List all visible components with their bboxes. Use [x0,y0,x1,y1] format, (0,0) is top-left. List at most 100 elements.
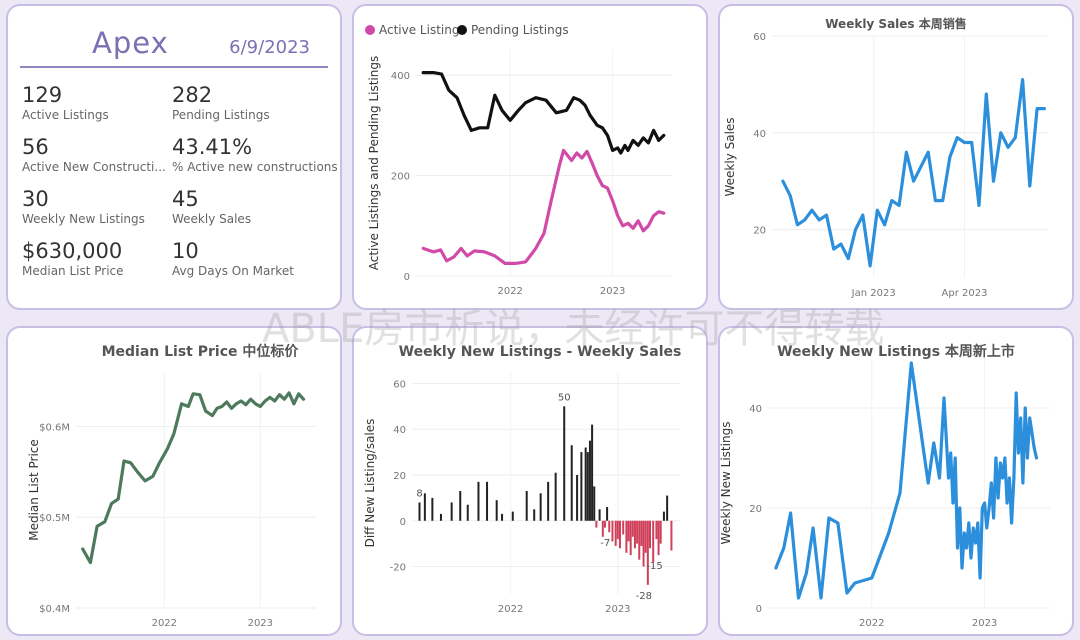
kpi-value: 43.41% [172,135,253,159]
y-axis-label: Diff New Listing/sales [363,419,377,548]
kpi-active-listings: 129 Active Listings [22,83,109,123]
y-tick-label: 40 [749,404,762,415]
y-tick-label: -20 [390,563,406,574]
weekly-sales-chart: Weekly Sales 本周销售 20 40 60 Jan 2023 Apr 2023 W… [723,16,1048,299]
bar [593,486,596,521]
y-tick-label: 60 [753,32,766,43]
bar [525,491,528,521]
kpi-label: Active New Constructi... [22,160,166,174]
bar [611,520,614,542]
kpi-pending-listings: 282 Pending Listings [172,83,270,123]
bar [595,520,598,528]
kpi-label: Active Listings [22,108,109,122]
y-tick-label: $0.4M [39,604,70,615]
x-tick-label: 2022 [859,618,884,629]
kpi-label: Pending Listings [172,108,270,122]
bar [459,491,462,521]
bar [655,520,658,540]
bar [580,452,583,521]
bar [629,520,632,556]
bar [601,520,604,537]
bar [642,520,645,567]
bar [666,495,669,521]
bar [547,481,550,521]
bar [501,513,504,521]
kpi-avg-days-on-market: 10 Avg Days On Market [172,239,294,279]
bar [598,509,601,521]
y-tick-label: 40 [753,129,766,140]
bar [616,520,619,540]
bar [652,520,655,562]
kpi-label: Avg Days On Market [172,264,294,278]
bar [631,520,634,537]
kpi-divider [20,66,328,68]
bar [439,513,442,521]
bar [608,520,611,533]
chart-title: Median List Price 中位标价 [102,343,300,360]
data-label: -28 [636,591,652,602]
chart-title: Weekly New Listings - Weekly Sales [399,344,682,360]
listings-chart: Active Listings Pending Listings 0 200 400 20… [365,23,672,297]
y-tick-label: 20 [393,471,406,482]
data-label: 50 [558,392,571,403]
kpi-weekly-sales: 45 Weekly Sales [172,187,251,227]
series-line [421,148,666,265]
data-label: -7 [600,538,610,549]
bar [554,472,557,521]
kpi-value: 10 [172,239,199,263]
data-label: -15 [646,561,662,572]
y-tick-label: 0 [756,604,762,615]
bar [563,406,566,521]
x-tick-label: 2023 [605,604,630,615]
diff-listings-chart: Weekly New Listings - Weekly Sales -20 0 20… [363,344,682,615]
bar [625,520,628,553]
x-tick-label: Jan 2023 [851,288,896,299]
series-line [421,70,666,155]
kpi-label: Weekly Sales [172,212,252,226]
bar [633,520,636,549]
bar [657,520,660,556]
x-tick-label: 2022 [497,286,522,297]
bar [576,474,579,521]
x-tick-label: 2023 [600,286,625,297]
kpi-label: % Active new constructions [172,160,338,174]
bar [423,493,426,521]
bar [418,502,421,521]
legend-marker [457,25,467,35]
weekly-new-listings-chart: Weekly New Listings 本周新上市 0 20 40 2022 2023 We… [720,343,1050,629]
kpi-value: 282 [172,83,213,107]
bar [588,440,591,521]
y-axis-label: Weekly New Listings [720,422,733,545]
kpi-card-date: 6/9/2023 [229,37,310,58]
weekly-sales-chart-card: Weekly Sales 本周销售 20 40 60 Jan 2023 Apr 2023 W… [718,4,1074,310]
bar [662,511,665,521]
series-line [781,77,1046,268]
bar [670,520,673,551]
y-tick-label: 0 [400,517,406,528]
bar [636,520,639,544]
data-label: 8 [416,488,422,499]
y-tick-label: 400 [391,71,410,82]
kpi-value: $630,000 [22,239,123,263]
y-tick-label: $0.6M [39,422,70,433]
bar [584,447,587,521]
bar [466,504,469,521]
median-price-chart: Median List Price 中位标价 $0.4M $0.5M $0.6M 202… [27,343,316,629]
y-tick-label: 0 [404,272,410,283]
listings-chart-card: Active Listings Pending Listings 0 200 400 20… [352,4,708,310]
bar [450,502,453,521]
bar [539,493,542,521]
series-line [774,361,1039,600]
kpi-value: 45 [172,187,199,211]
bar [603,520,606,528]
bar [640,520,643,546]
bar [477,481,480,521]
y-tick-label: 40 [393,425,406,436]
weekly-new-listings-chart-card: Weekly New Listings 本周新上市 0 20 40 2022 2023 We… [718,326,1074,636]
bar [646,520,649,585]
bar [495,500,498,521]
legend-label: Active Listings [379,23,466,37]
y-axis-label: Active Listings and Pending Listings [367,56,381,271]
x-tick-label: 2022 [498,604,523,615]
kpi-active-new-construction: 56 Active New Constructi... [22,135,166,175]
